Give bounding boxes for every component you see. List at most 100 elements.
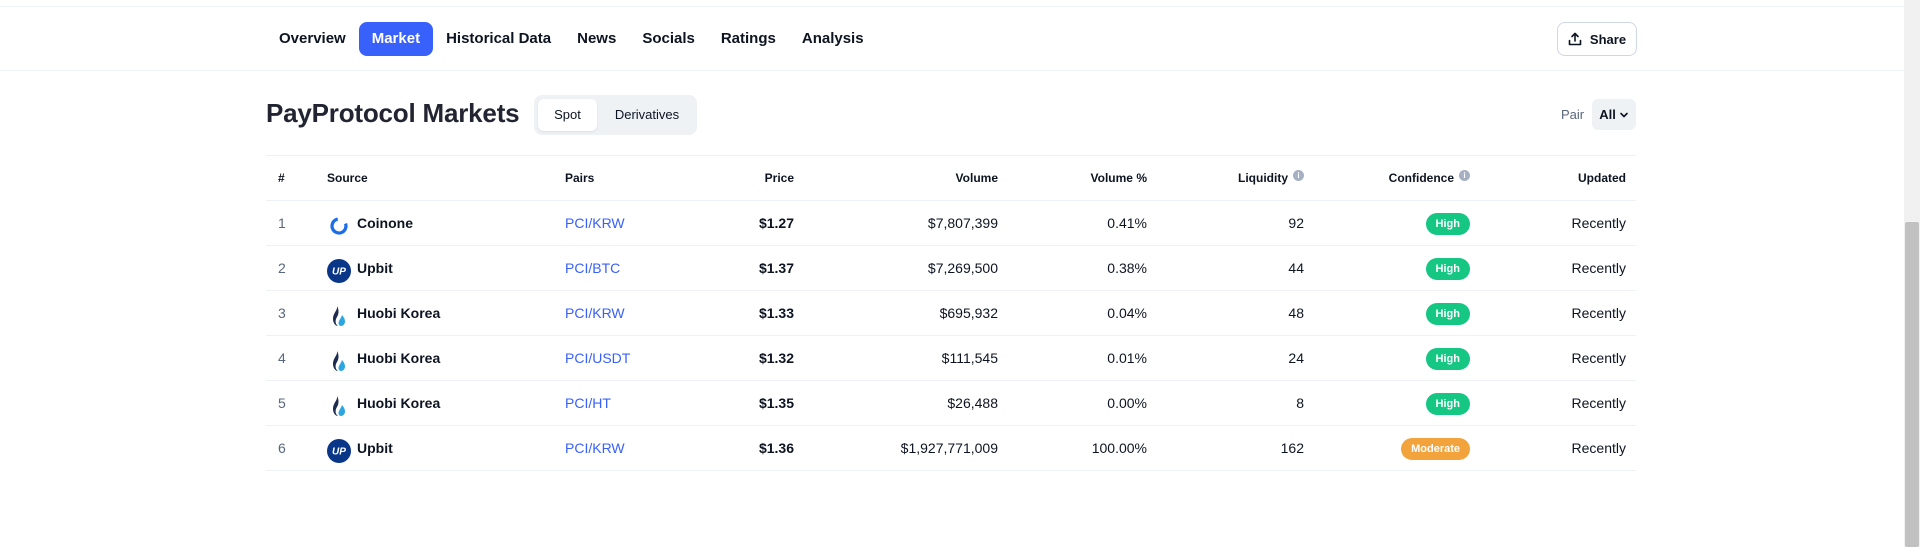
markets-table: # Source Pairs Price Volume Volume % Liq… — [266, 155, 1636, 471]
liquidity-value: 92 — [1288, 215, 1304, 231]
confidence-cell: High — [1346, 336, 1470, 380]
volume-value: $695,932 — [939, 305, 998, 321]
info-icon[interactable]: i — [1293, 170, 1304, 181]
header-source: Source — [327, 171, 368, 185]
exchange-name: Upbit — [357, 440, 393, 456]
price-value: $1.35 — [758, 395, 794, 411]
exchange-name: Huobi Korea — [357, 395, 441, 411]
table-row[interactable]: 5 Huobi Korea PCI/HT $1.35 $26,488 0.00% 8 High… — [266, 381, 1636, 426]
tab-list: Overview Market Historical Data News Socials… — [266, 22, 877, 56]
exchange-name: Huobi Korea — [357, 305, 441, 321]
share-label: Share — [1589, 31, 1627, 47]
tab-ratings[interactable]: Ratings — [720, 30, 776, 47]
exchange-source[interactable]: Coinone — [327, 201, 413, 245]
table-row[interactable]: 1 Coinone PCI/KRW $1.27 $7,807,399 0.41% 92 Hig… — [266, 201, 1636, 246]
header-price[interactable]: Price — [764, 171, 794, 185]
exchange-source[interactable]: Huobi Korea — [327, 336, 440, 380]
updated-value: Recently — [1571, 395, 1626, 411]
share-icon — [1568, 32, 1582, 46]
spot-toggle-button[interactable]: Spot — [538, 99, 597, 131]
header-confidence[interactable]: Confidence i — [1346, 156, 1470, 200]
volume-percent-value: 0.38% — [1107, 260, 1147, 276]
exchange-source[interactable]: UP Upbit — [327, 246, 393, 290]
updated-value: Recently — [1571, 215, 1626, 231]
header-confidence-label: Confidence — [1388, 171, 1454, 185]
volume-value: $1,927,771,009 — [900, 440, 998, 456]
header-liquidity-label: Liquidity — [1238, 171, 1288, 185]
chevron-down-icon — [1620, 112, 1628, 117]
row-number: 6 — [278, 440, 286, 456]
market-type-toggle: Spot Derivatives — [534, 95, 697, 135]
row-number: 5 — [278, 395, 286, 411]
tab-socials[interactable]: Socials — [642, 30, 695, 47]
volume-percent-value: 0.04% — [1107, 305, 1147, 321]
huobi-logo — [327, 346, 351, 371]
confidence-badge: Moderate — [1401, 438, 1470, 461]
volume-percent-value: 0.00% — [1107, 395, 1147, 411]
tab-market[interactable]: Market — [358, 22, 434, 56]
tab-news[interactable]: News — [577, 30, 617, 47]
huobi-logo — [327, 301, 351, 326]
tab-analysis[interactable]: Analysis — [801, 30, 864, 47]
exchange-source[interactable]: UP Upbit — [327, 426, 393, 470]
confidence-cell: High — [1346, 291, 1470, 335]
row-number: 1 — [278, 215, 286, 231]
exchange-name: Coinone — [357, 215, 413, 231]
top-divider — [0, 6, 1904, 7]
volume-percent-value: 100.00% — [1091, 440, 1147, 456]
table-row[interactable]: 2 UP Upbit PCI/BTC $1.37 $7,269,500 0.38% 44 Hig… — [266, 246, 1636, 291]
row-number: 3 — [278, 305, 286, 321]
updated-value: Recently — [1571, 440, 1626, 456]
confidence-badge: High — [1425, 348, 1470, 371]
updated-value: Recently — [1571, 305, 1626, 321]
exchange-source[interactable]: Huobi Korea — [327, 291, 440, 335]
volume-value: $7,807,399 — [927, 215, 998, 231]
info-icon[interactable]: i — [1459, 170, 1470, 181]
volume-value: $111,545 — [941, 350, 998, 366]
price-value: $1.33 — [758, 305, 794, 321]
exchange-source[interactable]: Huobi Korea — [327, 381, 440, 425]
volume-percent-value: 0.41% — [1107, 215, 1147, 231]
liquidity-value: 162 — [1280, 440, 1304, 456]
volume-value: $26,488 — [947, 395, 998, 411]
table-row[interactable]: 6 UP Upbit PCI/KRW $1.36 $1,927,771,009 100.00… — [266, 426, 1636, 471]
coinone-logo — [327, 211, 351, 235]
tab-overview[interactable]: Overview — [279, 30, 346, 47]
header-volume[interactable]: Volume — [955, 171, 998, 185]
pair-filter-label: Pair — [1561, 107, 1585, 122]
row-number: 4 — [278, 350, 286, 366]
confidence-cell: High — [1346, 381, 1470, 425]
scrollbar-thumb[interactable] — [1905, 222, 1919, 547]
volume-percent-value: 0.01% — [1107, 350, 1147, 366]
huobi-logo — [327, 391, 351, 416]
price-value: $1.37 — [758, 260, 794, 276]
liquidity-value: 44 — [1288, 260, 1304, 276]
trading-pair-link[interactable]: PCI/KRW — [565, 215, 625, 231]
confidence-badge: High — [1425, 213, 1470, 236]
header-volume-percent[interactable]: Volume % — [1090, 171, 1147, 185]
confidence-cell: Moderate — [1346, 426, 1470, 470]
header-num: # — [278, 171, 285, 185]
pair-filter-select[interactable]: All — [1592, 99, 1636, 130]
trading-pair-link[interactable]: PCI/USDT — [565, 350, 631, 366]
table-row[interactable]: 4 Huobi Korea PCI/USDT $1.32 $111,545 0.01% 24… — [266, 336, 1636, 381]
confidence-cell: High — [1346, 246, 1470, 290]
price-value: $1.32 — [758, 350, 794, 366]
liquidity-value: 8 — [1296, 395, 1304, 411]
trading-pair-link[interactable]: PCI/HT — [565, 395, 611, 411]
share-button[interactable]: Share — [1557, 22, 1637, 56]
exchange-name: Upbit — [357, 260, 393, 276]
page-title: PayProtocol Markets — [266, 98, 520, 128]
derivatives-toggle-button[interactable]: Derivatives — [614, 107, 680, 122]
upbit-logo: UP — [327, 256, 351, 283]
header-updated: Updated — [1578, 171, 1626, 185]
volume-value: $7,269,500 — [927, 260, 998, 276]
table-row[interactable]: 3 Huobi Korea PCI/KRW $1.33 $695,932 0.04% 48 H… — [266, 291, 1636, 336]
trading-pair-link[interactable]: PCI/BTC — [565, 260, 621, 276]
updated-value: Recently — [1571, 260, 1626, 276]
trading-pair-link[interactable]: PCI/KRW — [565, 440, 625, 456]
price-value: $1.36 — [758, 440, 794, 456]
header-liquidity[interactable]: Liquidity i — [1186, 156, 1304, 200]
tab-historical-data[interactable]: Historical Data — [446, 30, 552, 47]
trading-pair-link[interactable]: PCI/KRW — [565, 305, 625, 321]
